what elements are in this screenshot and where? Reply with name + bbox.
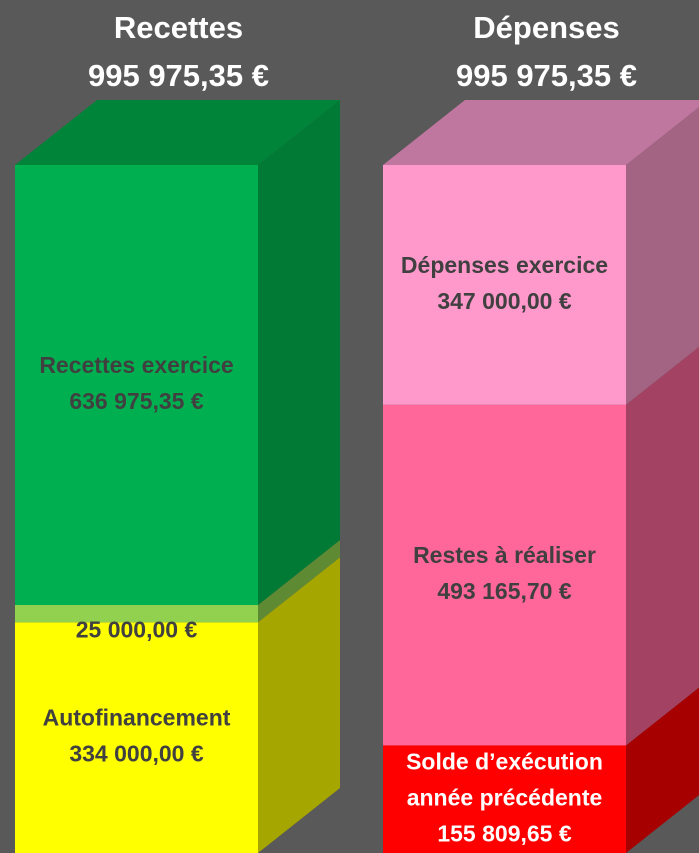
segment-side (626, 687, 699, 853)
segment-front (15, 622, 258, 853)
segment-front (15, 165, 258, 606)
column-title: Dépenses (473, 10, 619, 45)
segment-label: Recettes exercice (39, 352, 233, 378)
segment-label: Dépenses exercice (401, 252, 608, 278)
column-total: 995 975,35 € (88, 58, 269, 93)
segment-front (383, 165, 626, 405)
segment-value: 636 975,35 € (69, 388, 204, 414)
segment-front (15, 605, 258, 623)
column-top (383, 100, 699, 165)
segment-front (383, 745, 626, 853)
column-top (15, 100, 340, 165)
segment-side (258, 540, 340, 623)
column-title: Recettes (114, 10, 243, 45)
segment-side (626, 346, 699, 746)
segment-value: 334 000,00 € (69, 741, 204, 767)
segment-side (258, 100, 340, 606)
segment-value: 493 165,70 € (437, 578, 572, 604)
segment-label: Solde d’exécution (406, 748, 603, 774)
segment-value: 25 000,00 € (76, 617, 198, 643)
segment-side (626, 107, 699, 405)
column-total: 995 975,35 € (456, 58, 637, 93)
segment-label: année précédente (407, 784, 603, 810)
segment-value: 155 809,65 € (437, 820, 572, 846)
segment-label: Autofinancement (43, 705, 231, 731)
segment-label: Restes à réaliser (413, 542, 596, 568)
segment-value: 347 000,00 € (437, 288, 572, 314)
segment-front (383, 404, 626, 746)
segment-side (258, 557, 340, 853)
